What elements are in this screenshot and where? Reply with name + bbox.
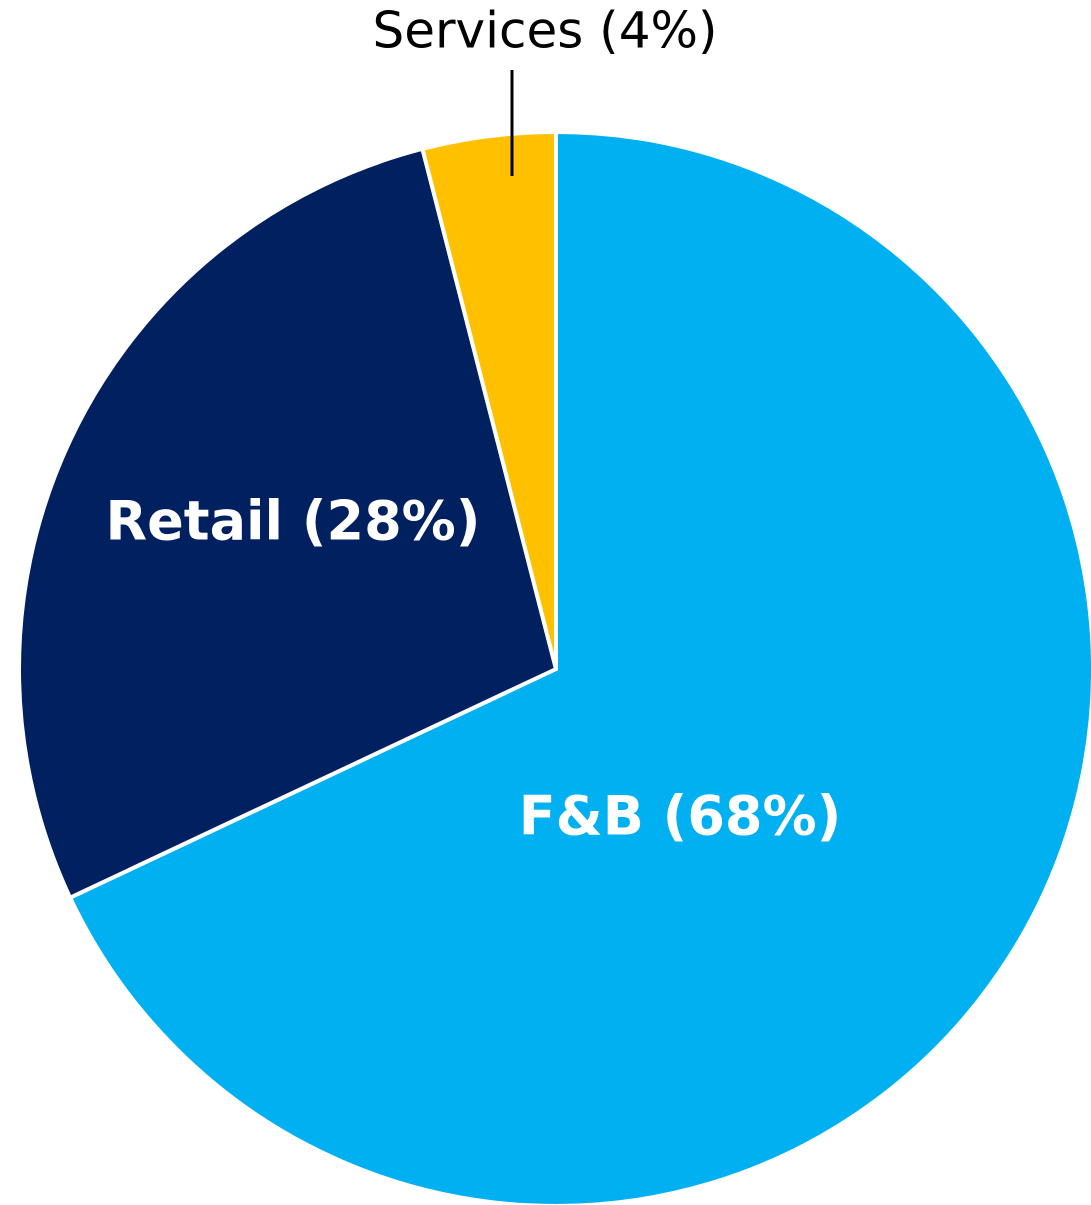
pie-slice: [420, 130, 558, 671]
pie-slice: [68, 130, 1091, 1205]
slice-label: Services (4%): [372, 2, 717, 60]
slice-label: Retail (28%): [106, 490, 481, 553]
pie-slice: [17, 146, 558, 900]
slice-label: F&B (68%): [519, 785, 842, 848]
